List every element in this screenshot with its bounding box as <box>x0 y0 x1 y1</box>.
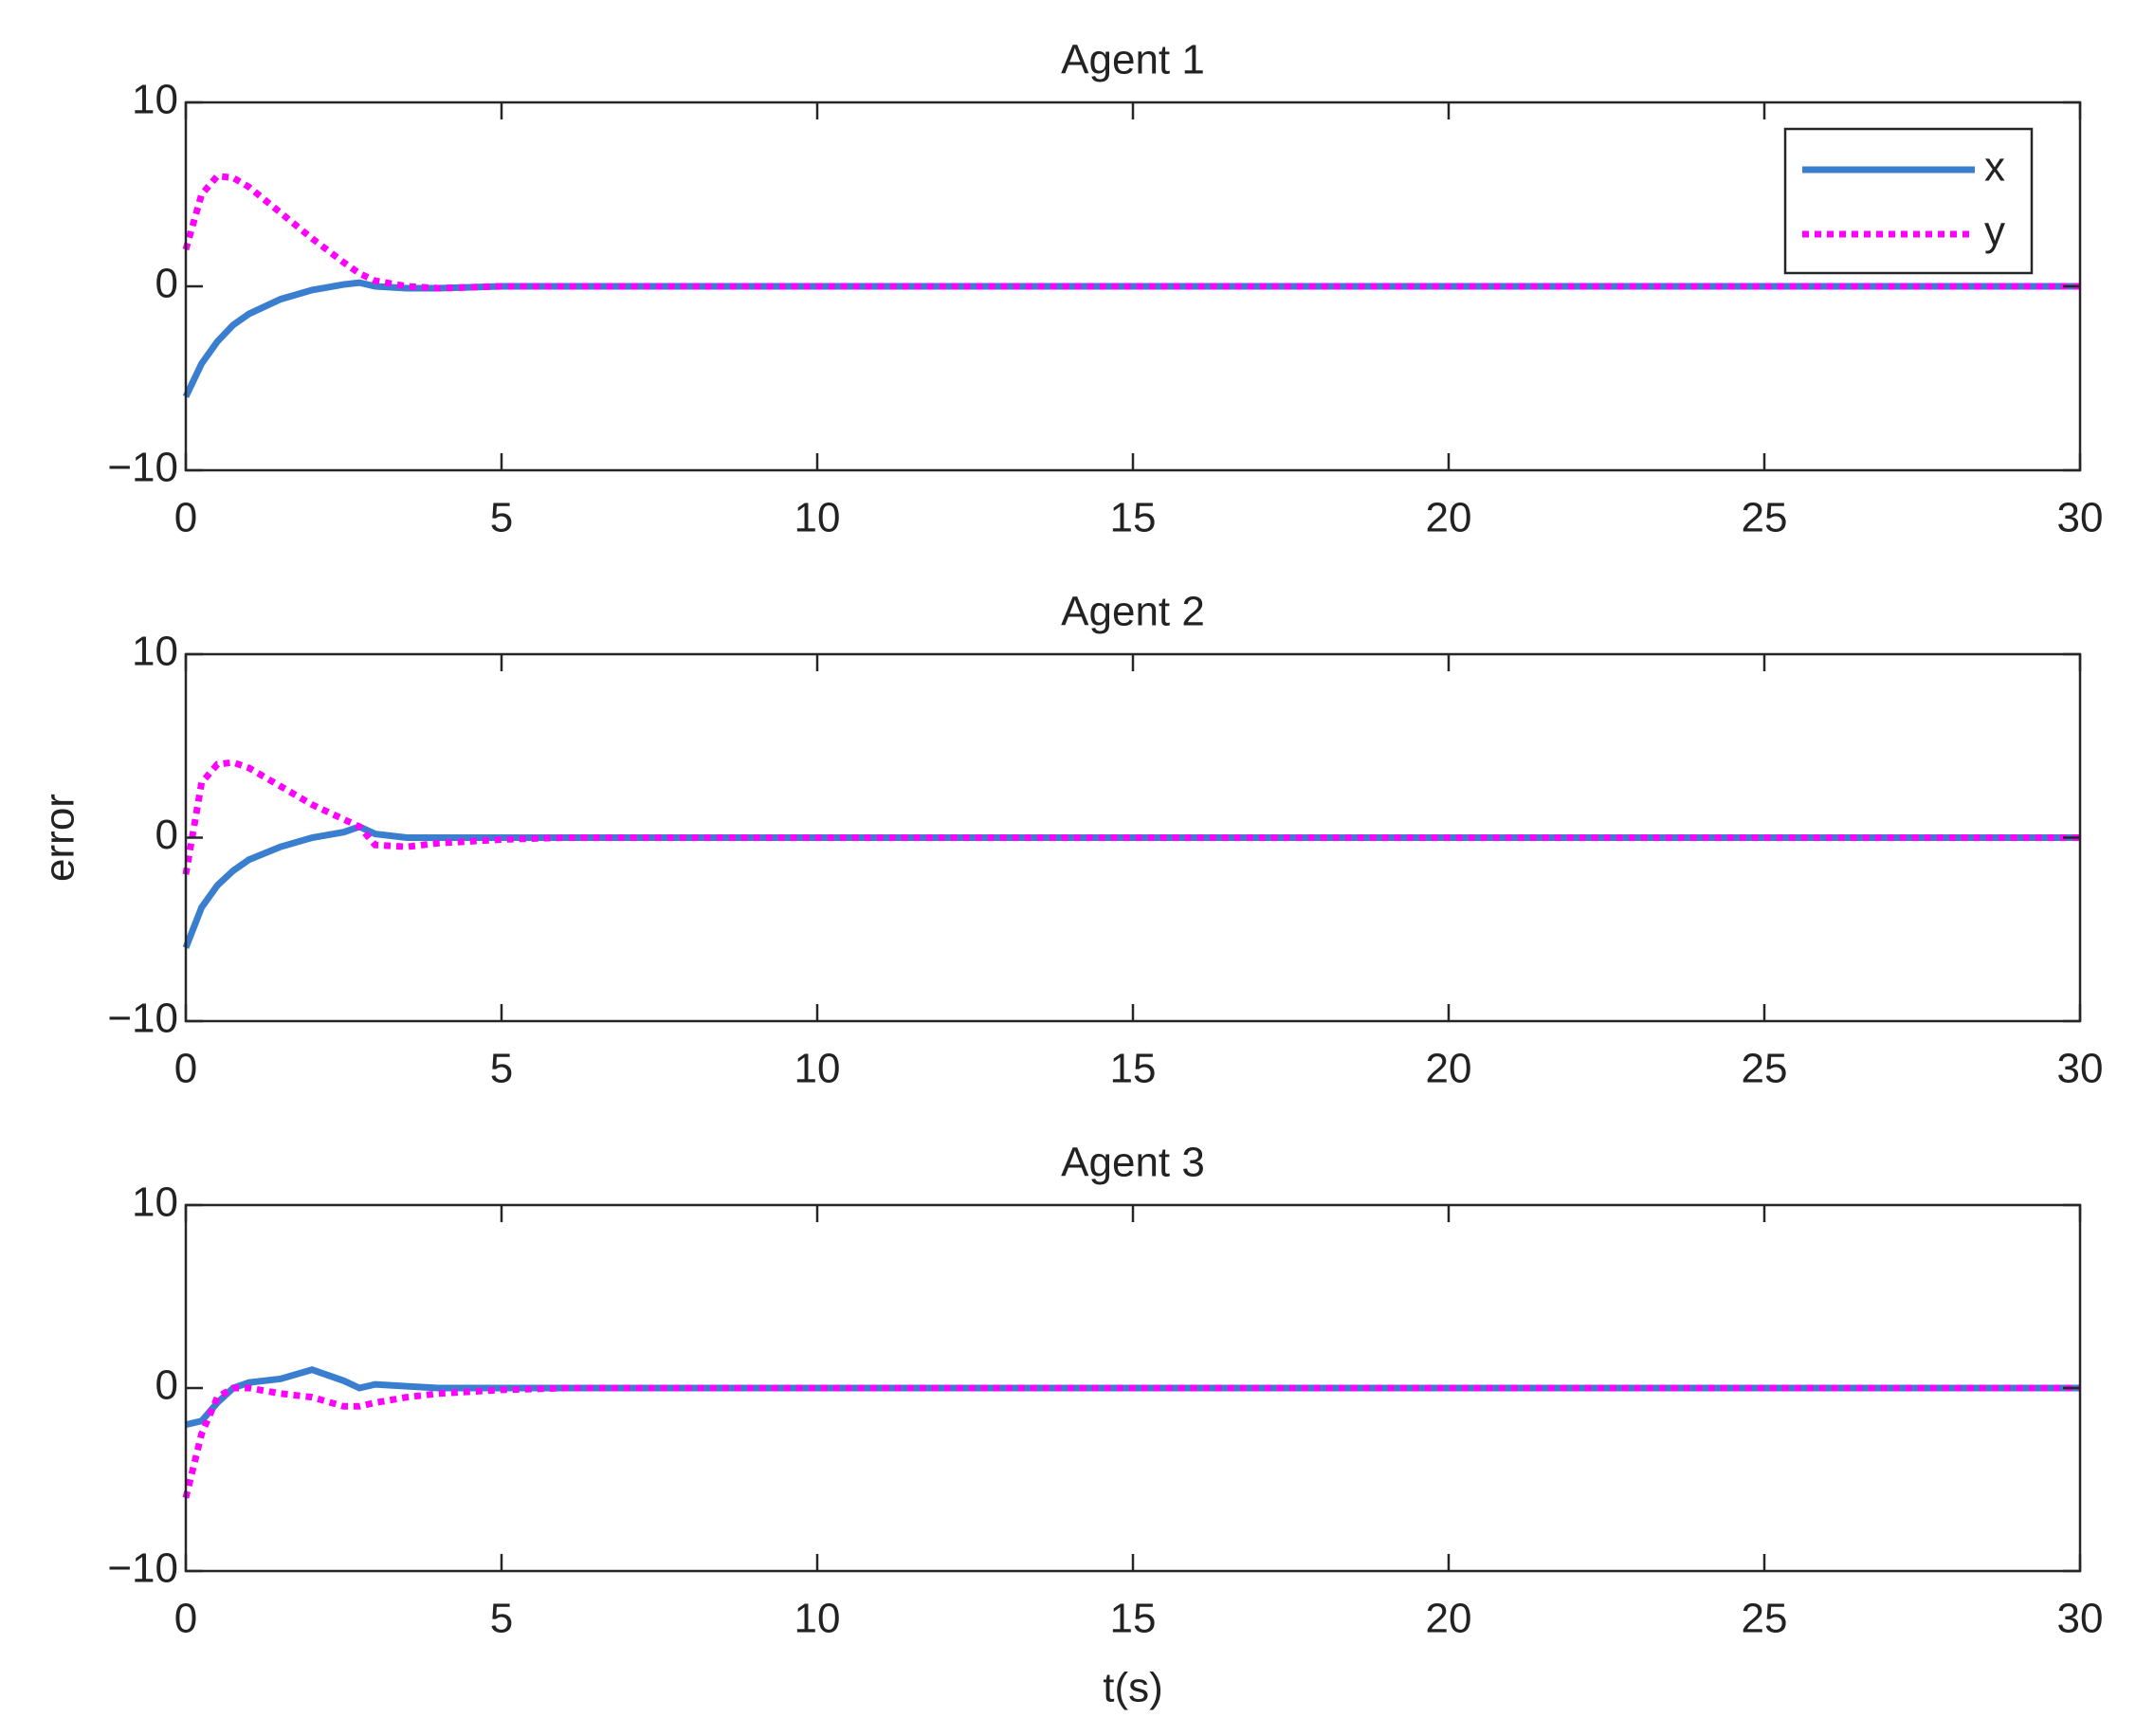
y-tick-label: −10 <box>107 996 178 1042</box>
x-tick-label: 10 <box>794 495 841 541</box>
x-tick-label: 0 <box>174 495 197 541</box>
chart-title: Agent 1 <box>1061 37 1205 83</box>
x-tick-label: 30 <box>2057 1046 2104 1092</box>
x-tick-label: 20 <box>1426 495 1472 541</box>
x-tick-label: 30 <box>2057 1596 2104 1642</box>
x-tick-label: 0 <box>174 1046 197 1092</box>
chart-title: Agent 3 <box>1061 1140 1205 1186</box>
series-line <box>182 1384 2080 1499</box>
x-tick-label: 10 <box>794 1046 841 1092</box>
x-tick-label: 5 <box>490 495 513 541</box>
x-tick-label: 15 <box>1110 1596 1157 1642</box>
x-axis-label: t(s) <box>1103 1665 1163 1711</box>
chart-title: Agent 2 <box>1061 589 1205 635</box>
x-tick-label: 5 <box>490 1596 513 1642</box>
y-tick-label: 0 <box>155 261 178 307</box>
series-line <box>182 758 2080 875</box>
x-tick-label: 20 <box>1426 1596 1472 1642</box>
legend-label: x <box>1984 144 2005 191</box>
y-tick-label: 0 <box>155 812 178 858</box>
legend-label: y <box>1984 209 2005 255</box>
y-tick-label: 10 <box>132 629 178 675</box>
series-line <box>182 172 2080 292</box>
y-tick-label: 10 <box>132 77 178 123</box>
x-tick-label: 10 <box>794 1596 841 1642</box>
x-tick-label: 25 <box>1742 495 1788 541</box>
x-tick-label: 0 <box>174 1596 197 1642</box>
x-tick-label: 20 <box>1426 1046 1472 1092</box>
y-tick-label: 0 <box>155 1362 178 1409</box>
x-tick-label: 5 <box>490 1046 513 1092</box>
legend-box <box>1783 127 2034 275</box>
y-axis-label: error <box>37 794 83 882</box>
x-tick-label: 25 <box>1742 1596 1788 1642</box>
y-tick-label: 10 <box>132 1179 178 1226</box>
x-tick-label: 15 <box>1110 495 1157 541</box>
x-tick-label: 15 <box>1110 1046 1157 1092</box>
y-tick-label: −10 <box>107 445 178 491</box>
x-tick-label: 30 <box>2057 495 2104 541</box>
x-tick-label: 25 <box>1742 1046 1788 1092</box>
y-tick-label: −10 <box>107 1545 178 1592</box>
